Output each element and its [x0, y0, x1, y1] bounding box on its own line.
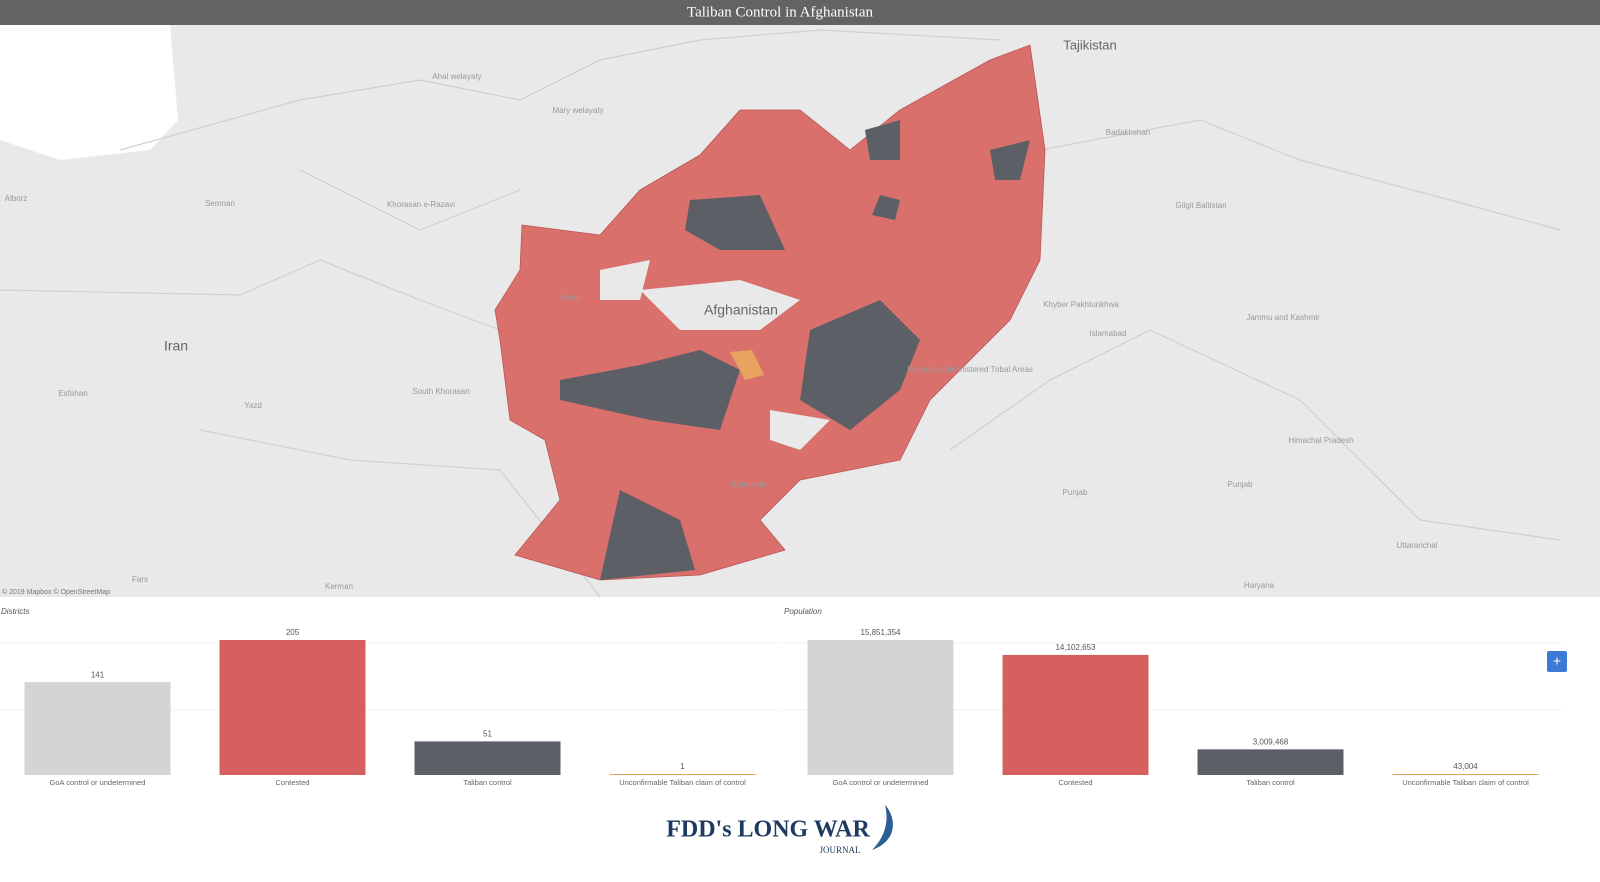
- bar: [1392, 774, 1539, 775]
- map-label: Punjab: [1228, 480, 1253, 489]
- chart-title: Districts: [1, 607, 29, 616]
- map-label: Yazd: [244, 401, 262, 410]
- bar: [219, 640, 366, 775]
- category-label: Unconfirmable Taliban claim of control: [619, 778, 746, 787]
- map-label: Mary welayaty: [552, 106, 603, 115]
- add-button[interactable]: [1547, 651, 1567, 672]
- category-label: GoA control or undetermined: [833, 778, 929, 787]
- map-label: Kerman: [325, 582, 353, 591]
- map: Tajikistan Afghanistan Iran Semnan Khorasan …: [0, 25, 1600, 598]
- map-label: Federally Administered Tribal Areas: [907, 365, 1033, 374]
- category-label: Taliban control: [463, 778, 512, 787]
- map-label: Uttaranchal: [1397, 541, 1438, 550]
- value-label: 15,851,354: [860, 628, 901, 637]
- map-label: Ahal welayaty: [432, 72, 481, 81]
- value-label: 43,004: [1453, 762, 1478, 771]
- map-attribution: © 2019 Mapbox © OpenStreetMap: [2, 588, 110, 596]
- map-label: Iran: [164, 338, 188, 354]
- map-label: Alborz: [5, 194, 28, 203]
- chart-title: Population: [784, 607, 822, 616]
- map-label: Semnan: [205, 199, 235, 208]
- logo: FDD's LONG WAR JOURNAL: [666, 805, 893, 855]
- category-label: Taliban control: [1246, 778, 1295, 787]
- map-label: Herat: [561, 293, 581, 302]
- bar: [807, 640, 954, 775]
- map-label: Jammu and Kashmir: [1246, 313, 1320, 322]
- map-label: Esfahan: [58, 389, 87, 398]
- charts: Districts 141 GoA control or undetermined 2…: [0, 607, 1563, 787]
- map-label: Tajikistan: [1063, 37, 1116, 52]
- map-label: South Khorasan: [412, 387, 469, 396]
- category-label: Contested: [275, 778, 309, 787]
- value-label: 3,009,468: [1253, 737, 1289, 746]
- value-label: 205: [286, 628, 300, 637]
- bar: [24, 682, 171, 775]
- bar: [1002, 654, 1149, 775]
- value-label: 51: [483, 730, 492, 739]
- category-label: Unconfirmable Taliban claim of control: [1402, 778, 1529, 787]
- map-label: Khyber Pakhtunkhwa: [1043, 300, 1119, 309]
- map-label: Punjab: [1063, 488, 1088, 497]
- map-labels: Tajikistan Afghanistan Iran Semnan Khorasan …: [5, 37, 1438, 591]
- header-bar: [0, 0, 1600, 25]
- map-label: Afghanistan: [704, 302, 778, 318]
- bar: [609, 774, 756, 775]
- logo-sub: JOURNAL: [819, 845, 860, 855]
- map-label: Himachal Pradesh: [1288, 436, 1353, 445]
- logo-flame: [872, 805, 893, 850]
- header-title: Taliban Control in Afghanistan: [687, 4, 874, 20]
- map-label: Islamabad: [1090, 329, 1127, 338]
- unconfirmed-district: [730, 350, 764, 380]
- bar: [1197, 749, 1344, 775]
- map-label: Badakhshan: [1106, 128, 1150, 137]
- borders: [0, 29, 1561, 598]
- caspian-sea: [0, 25, 178, 160]
- map-label: Gilgit Baltistan: [1175, 201, 1226, 210]
- government-districts: [600, 260, 830, 450]
- value-label: 14,102,653: [1055, 643, 1096, 652]
- map-label: Khorasan e-Razavi: [387, 200, 455, 209]
- logo-name: FDD's LONG WAR: [666, 817, 870, 843]
- value-label: 1: [680, 762, 685, 771]
- add-button-icon: +: [1553, 653, 1561, 669]
- category-label: GoA control or undetermined: [50, 778, 146, 787]
- map-label: Kandahar: [732, 480, 767, 489]
- map-label: Haryana: [1244, 581, 1275, 590]
- map-label: Fars: [132, 575, 148, 584]
- category-label: Contested: [1058, 778, 1092, 787]
- value-label: 141: [91, 670, 105, 679]
- bar: [414, 741, 561, 775]
